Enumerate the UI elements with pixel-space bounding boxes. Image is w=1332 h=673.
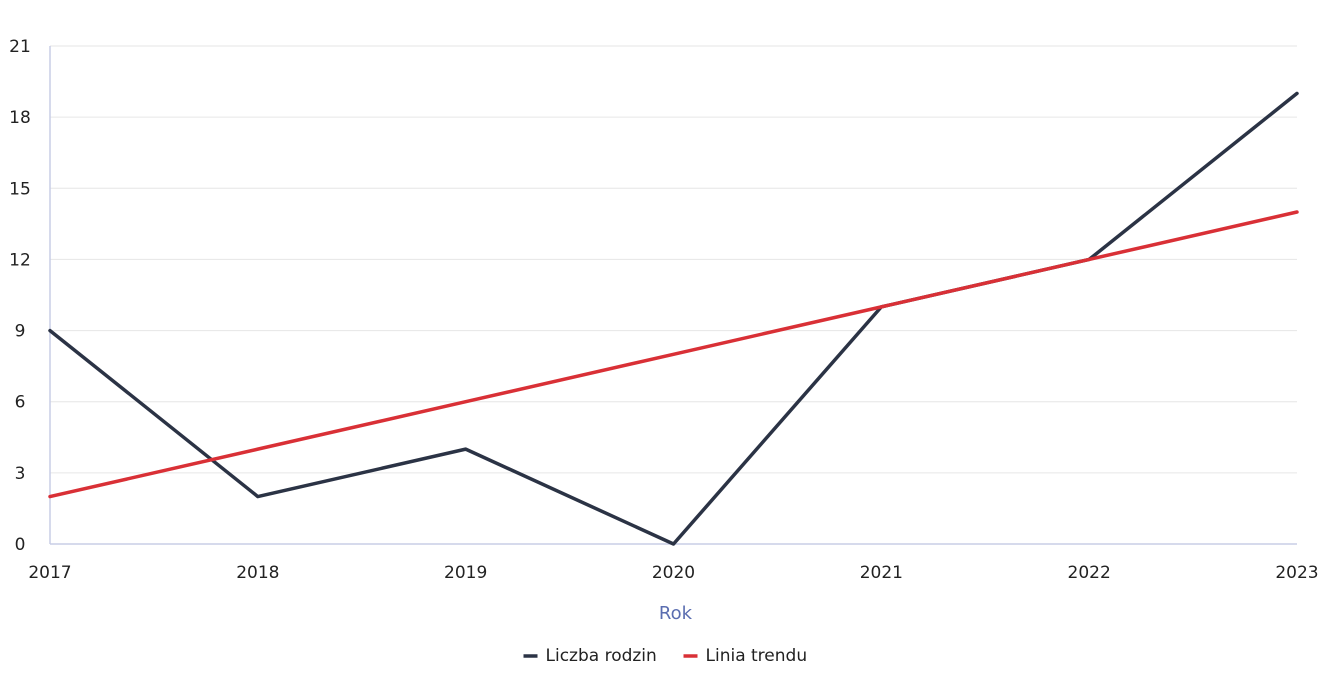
y-tick-label: 21 xyxy=(9,37,31,57)
x-tick-label: 2020 xyxy=(652,563,695,583)
data-point xyxy=(673,353,674,355)
series-line-0 xyxy=(48,91,1299,546)
y-tick-label: 12 xyxy=(9,250,31,270)
y-tick-label: 0 xyxy=(15,535,26,555)
data-point xyxy=(49,330,51,332)
legend-item-0: Liczba rodzin xyxy=(523,646,657,666)
legend-label: Liczba rodzin xyxy=(546,646,657,666)
series-lines xyxy=(48,91,1299,546)
x-tick-label: 2022 xyxy=(1068,563,1111,583)
y-tick-labels: 0 3 6 9 12 15 18 21 xyxy=(9,37,31,555)
x-tick-label: 2021 xyxy=(860,563,903,583)
data-point xyxy=(465,401,467,403)
data-point xyxy=(257,448,259,450)
x-tick-label: 2017 xyxy=(28,563,71,583)
x-tick-labels: 2017 2018 2019 2020 2021 2022 2023 xyxy=(28,563,1318,583)
data-point xyxy=(465,448,467,450)
y-tick-label: 18 xyxy=(9,108,31,128)
axes xyxy=(49,46,1297,545)
data-point xyxy=(257,496,259,498)
y-tick-label: 9 xyxy=(15,322,26,342)
data-point xyxy=(1088,258,1090,260)
legend-label: Linia trendu xyxy=(706,646,808,666)
legend: Liczba rodzin Linia trendu xyxy=(523,646,808,666)
data-point xyxy=(1296,211,1298,213)
data-point xyxy=(880,306,882,308)
data-point xyxy=(673,543,674,545)
y-tick-label: 6 xyxy=(15,393,26,413)
x-tick-label: 2023 xyxy=(1275,563,1318,583)
legend-item-1: Linia trendu xyxy=(683,646,808,666)
data-point xyxy=(49,496,51,498)
data-point xyxy=(1296,92,1298,94)
x-tick-label: 2019 xyxy=(444,563,487,583)
y-tick-label: 15 xyxy=(9,179,31,199)
y-tick-label: 3 xyxy=(15,464,26,484)
grid-lines xyxy=(50,45,1297,474)
x-tick-label: 2018 xyxy=(236,563,279,583)
x-axis-title: Rok xyxy=(659,603,693,624)
